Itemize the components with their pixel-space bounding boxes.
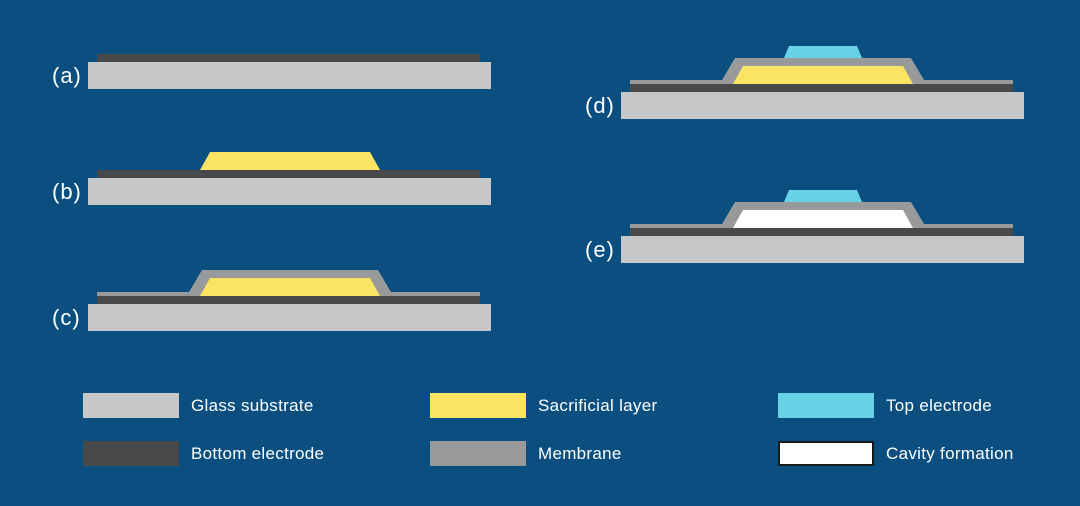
top-electrode-swatch [778, 393, 874, 418]
legend-item-cavity-formation: Cavity formation [778, 441, 1014, 466]
step-a-label: (a) [52, 62, 82, 88]
step-e-label: (e) [585, 236, 615, 262]
legend-item-glass-substrate: Glass substrate [83, 393, 314, 418]
sacrificial-layer-swatch [430, 393, 526, 418]
bottom-electrode-layer [97, 170, 480, 178]
legend-item-sacrificial-layer: Sacrificial layer [430, 393, 657, 418]
top-electrode-layer [784, 46, 862, 58]
step-e-panel: (e) [581, 166, 1031, 266]
cavity-layer [733, 210, 913, 228]
cavity-formation-swatch [778, 441, 874, 466]
step-a-panel: (a) [48, 0, 498, 92]
legend-label-bottom-electrode: Bottom electrode [191, 443, 325, 463]
legend-item-membrane: Membrane [430, 441, 622, 466]
sacrificial-layer-layer [733, 66, 913, 84]
legend-label-top-electrode: Top electrode [886, 395, 992, 415]
bottom-electrode-layer [97, 296, 480, 304]
legend-label-cavity-formation: Cavity formation [886, 443, 1014, 463]
legend-label-membrane: Membrane [538, 443, 622, 463]
step-d-label: (d) [585, 92, 615, 118]
glass-substrate-layer [621, 92, 1024, 119]
top-electrode-layer [784, 190, 862, 202]
step-b-cross-section [88, 152, 491, 205]
step-a-cross-section [88, 54, 491, 89]
bottom-electrode-swatch [83, 441, 179, 466]
step-d-cross-section [621, 46, 1024, 119]
step-b-panel: (b) [48, 108, 498, 208]
bottom-electrode-layer [97, 54, 480, 62]
legend-label-sacrificial-layer: Sacrificial layer [538, 395, 658, 415]
membrane-swatch [430, 441, 526, 466]
glass-substrate-swatch [83, 393, 179, 418]
bottom-electrode-layer [630, 84, 1013, 92]
glass-substrate-layer [88, 62, 491, 89]
bottom-electrode-layer [630, 228, 1013, 236]
legend-item-top-electrode: Top electrode [778, 393, 992, 418]
legend-item-bottom-electrode: Bottom electrode [83, 441, 324, 466]
glass-substrate-layer [88, 304, 491, 331]
step-b-label: (b) [52, 178, 82, 204]
legend-label-glass-substrate: Glass substrate [191, 395, 314, 415]
step-e-cross-section [621, 190, 1024, 263]
sacrificial-layer-layer [200, 152, 380, 170]
step-d-panel: (d) [581, 22, 1031, 122]
step-c-cross-section [88, 270, 491, 331]
sacrificial-layer-layer [200, 278, 380, 296]
glass-substrate-layer [621, 236, 1024, 263]
step-c-panel: (c) [48, 234, 498, 334]
step-c-label: (c) [52, 304, 81, 330]
glass-substrate-layer [88, 178, 491, 205]
